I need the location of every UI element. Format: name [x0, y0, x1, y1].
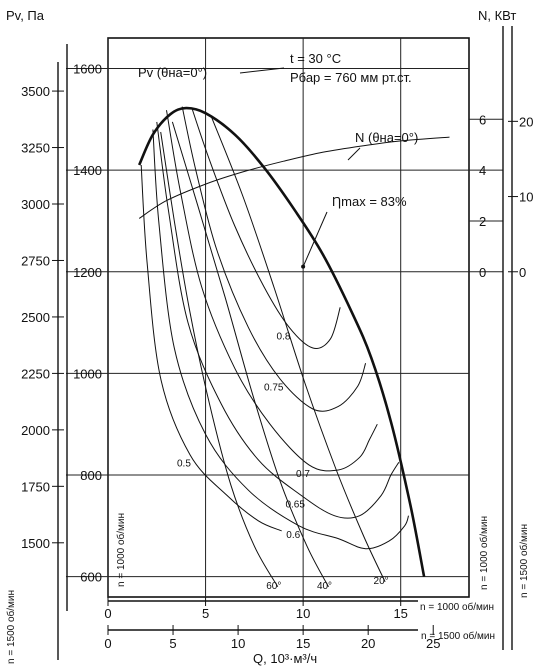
text-layer: Pv, Па N, КВт Q, 10³·м³/ч t = 30 °C Рбар…	[5, 8, 533, 666]
speed-label-1500-left: n = 1500 об/мин	[5, 590, 17, 664]
n1500-tick-label: 0	[519, 265, 526, 280]
efficiency-contour	[140, 164, 282, 532]
efficiency-label: 0.75	[264, 382, 284, 393]
temperature-annotation: t = 30 °C	[290, 51, 341, 66]
pv-pressure-curve	[138, 106, 426, 577]
pv1000-tick-label: 1000	[73, 366, 102, 381]
blade-angle-line	[210, 116, 386, 583]
n1000-tick-label: 4	[479, 163, 486, 178]
q1000-tick-label: 5	[202, 606, 209, 621]
pv1500-tick-label: 2750	[21, 253, 50, 268]
eta-max-leader	[302, 211, 328, 267]
q1500-tick-label: 25	[426, 636, 440, 651]
speed-label-1000-left: n = 1000 об/мин	[115, 513, 127, 587]
efficiency-label: 0.7	[296, 469, 310, 480]
pv1000-tick-label: 1600	[73, 61, 102, 76]
eta-max-label: Ƞmax = 83%	[332, 194, 407, 209]
pv-label-leader	[239, 67, 285, 74]
pressure-annotation: Рбар = 760 мм рт.ст.	[290, 70, 412, 85]
n-label-leader	[347, 147, 361, 161]
efficiency-label: 0.6	[286, 530, 300, 541]
q1500-tick-label: 5	[169, 636, 176, 651]
q1500-tick-label: 20	[361, 636, 375, 651]
pv-axis-title: Pv, Па	[6, 8, 45, 23]
pv1500-tick-label: 1750	[21, 479, 50, 494]
speed-label-1500-bottom: n = 1500 об/мин	[421, 630, 495, 642]
pv1000-tick-label: 1200	[73, 265, 102, 280]
pv1500-tick-label: 1500	[21, 536, 50, 551]
q1000-tick-label: 0	[104, 606, 111, 621]
n1000-tick-label: 6	[479, 112, 486, 127]
speed-label-1000-right: n = 1000 об/мин	[478, 516, 490, 590]
n-power-curve	[138, 136, 450, 219]
q1000-tick-label: 10	[296, 606, 310, 621]
q1500-tick-label: 10	[231, 636, 245, 651]
q1000-tick-label: 15	[393, 606, 407, 621]
n1000-tick-label: 2	[479, 214, 486, 229]
blade-angle-label: 60°	[266, 581, 281, 592]
pv1500-tick-label: 3500	[21, 84, 50, 99]
pv1500-tick-label: 3000	[21, 197, 50, 212]
grid-layer	[66, 37, 503, 598]
efficiency-contour	[166, 110, 378, 472]
efficiency-contour	[156, 121, 400, 519]
pv1000-tick-label: 600	[80, 570, 102, 585]
efficiency-contour	[191, 107, 341, 349]
q1500-tick-label: 15	[296, 636, 310, 651]
curves-layer	[138, 67, 450, 588]
n-axis-title: N, КВт	[478, 8, 516, 23]
efficiency-label: 0.8	[277, 332, 291, 343]
n1000-tick-label: 0	[479, 265, 486, 280]
pv1500-tick-label: 2000	[21, 423, 50, 438]
q1500-tick-label: 0	[104, 636, 111, 651]
n-curve-label: N (θна=0°)	[355, 130, 418, 145]
blade-angle-label: 40°	[317, 581, 332, 592]
n1500-tick-label: 20	[519, 114, 533, 129]
speed-label-1500-right: n = 1500 об/мин	[518, 524, 530, 598]
pv1500-tick-label: 3250	[21, 141, 50, 156]
efficiency-label: 0.65	[285, 499, 305, 510]
pv1000-tick-label: 800	[80, 468, 102, 483]
pv-curve-label: Pv (θна=0°)	[138, 65, 207, 80]
speed-label-1000-bottom: n = 1000 об/мин	[420, 601, 494, 613]
blade-angle-line	[171, 121, 329, 588]
n1500-tick-label: 10	[519, 190, 533, 205]
efficiency-contour	[181, 106, 367, 412]
blade-angle-line	[160, 131, 279, 588]
q-axis-title: Q, 10³·м³/ч	[253, 651, 317, 666]
pv1000-tick-label: 1400	[73, 163, 102, 178]
pv1500-tick-label: 2250	[21, 366, 50, 381]
efficiency-contour	[152, 129, 409, 550]
blade-angle-label: 20°	[374, 576, 389, 587]
efficiency-label: 0.5	[177, 459, 191, 470]
pv1500-tick-label: 2500	[21, 310, 50, 325]
axes-layer	[52, 26, 518, 660]
